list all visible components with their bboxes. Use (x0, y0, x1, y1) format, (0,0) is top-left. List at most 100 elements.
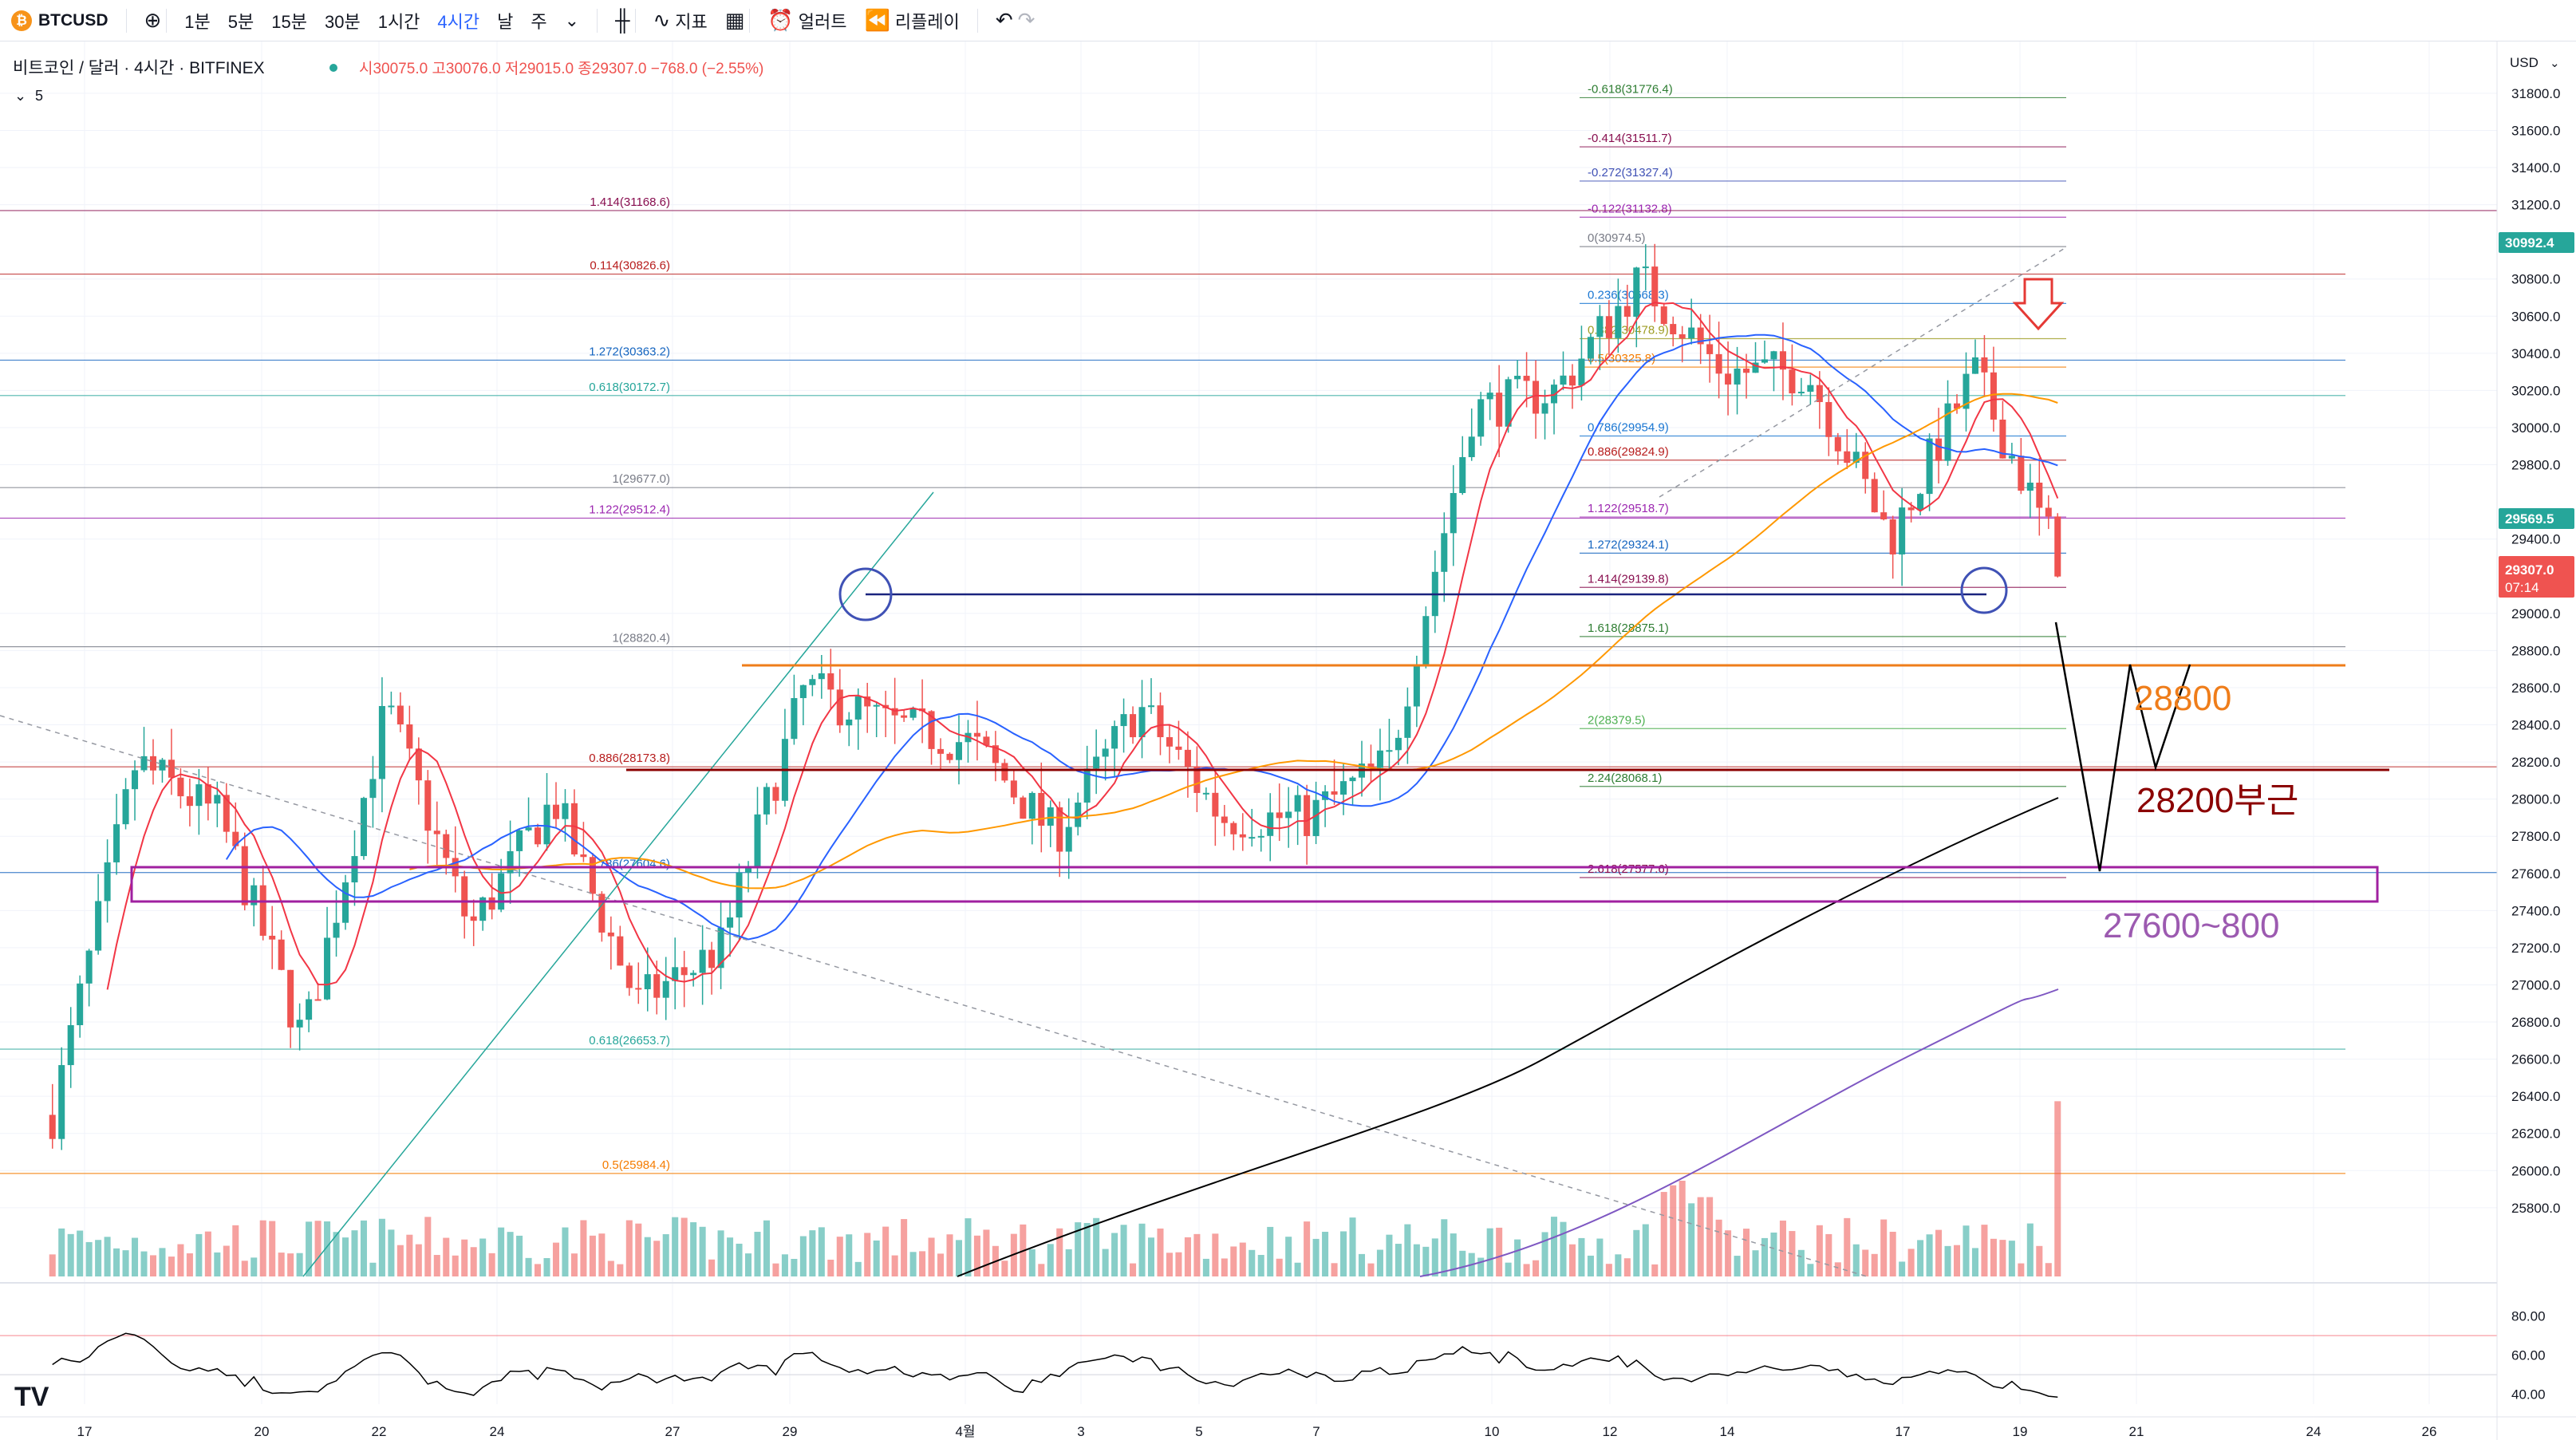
candle-body (846, 719, 853, 726)
volume-bar (1605, 1264, 1612, 1276)
candle-body (1623, 306, 1631, 318)
interval-1w[interactable]: 주 (531, 11, 547, 32)
top-toolbar: ₿ BTCUSD ⊕ 1분 5분 15분 30분 1시간 4시간 날 주 ⌄ ╫… (0, 0, 2576, 41)
time-label: 27 (665, 1424, 680, 1439)
candle-body (1852, 452, 1860, 464)
candles-icon[interactable]: ╫ (615, 8, 630, 32)
candle-body (937, 748, 945, 754)
axis-currency[interactable]: USD (2510, 55, 2539, 70)
candle-body (1917, 494, 1924, 511)
volume-bar (928, 1237, 935, 1276)
interval-4h[interactable]: 4시간 (437, 11, 480, 32)
candle-body (973, 732, 980, 737)
candle-body (1212, 792, 1219, 817)
candle-body (1578, 358, 1585, 386)
fib-level-label: 2.24(28068.1) (1588, 771, 1662, 785)
plus-circle-icon[interactable]: ⊕ (144, 8, 162, 32)
bitcoin-logo-icon: ₿ (11, 10, 32, 31)
legend-indicator-count[interactable]: 5 (35, 88, 43, 104)
candle-body (1267, 812, 1274, 836)
price-label: 26600.0 (2511, 1052, 2560, 1067)
volume-bar (1917, 1240, 1924, 1276)
candle-body (1285, 811, 1292, 819)
time-label: 4월 (955, 1424, 975, 1439)
candle-body (543, 804, 550, 845)
volume-bar (1715, 1219, 1722, 1276)
price-label: 26200.0 (2511, 1126, 2560, 1142)
volume-bar (1486, 1228, 1493, 1276)
volume-bar (1871, 1253, 1878, 1276)
candle-body (763, 787, 770, 815)
volume-bar (1623, 1258, 1631, 1276)
volume-bar (122, 1250, 129, 1276)
indicators-button[interactable]: ∿ 지표 (653, 8, 708, 34)
candle-body (132, 770, 139, 790)
volume-bar (1852, 1244, 1860, 1276)
volume-bar (85, 1241, 93, 1276)
interval-1d[interactable]: 날 (497, 11, 514, 32)
volume-bar (1889, 1232, 1896, 1276)
undo-icon[interactable]: ↶ (995, 8, 1013, 32)
volume-bar (1560, 1221, 1567, 1276)
volume-bar (1340, 1231, 1347, 1276)
candle-body (1312, 799, 1320, 836)
chevron-down-icon[interactable]: ⌄ (564, 10, 580, 30)
volume-bar (854, 1261, 862, 1276)
legend-chevron-icon[interactable]: ⌄ (14, 88, 26, 104)
toolbar-divider (166, 8, 168, 33)
alert-button[interactable]: ⏰ 얼러트 (767, 8, 846, 34)
price-chart[interactable]: -0.618(31776.4) -0.414(31511.7) -0.272(313… (0, 41, 2576, 1440)
interval-5m[interactable]: 5분 (227, 11, 254, 32)
candle-body (1376, 750, 1383, 768)
symbol-search[interactable]: ₿ BTCUSD (11, 10, 108, 31)
volume-bar (1276, 1258, 1283, 1276)
redo-icon[interactable]: ↷ (1017, 8, 1036, 32)
volume-bar (754, 1232, 761, 1276)
volume-bar (1926, 1234, 1933, 1276)
candle-body (1202, 792, 1209, 795)
time-label: 17 (1896, 1424, 1911, 1439)
candle-body (1688, 327, 1695, 339)
candle-body (2008, 456, 2015, 459)
circle-marker (1960, 566, 2008, 614)
interval-30m[interactable]: 30분 (324, 11, 361, 32)
fib-level-label: 2(28379.5) (1588, 713, 1646, 727)
volume-bar (625, 1220, 633, 1276)
volume-bar (983, 1229, 990, 1276)
candle-body (1075, 803, 1082, 827)
volume-bar (49, 1254, 56, 1276)
volume-bar (744, 1253, 752, 1276)
volume-bar (296, 1253, 303, 1276)
candle-body (1679, 334, 1686, 339)
interval-15m[interactable]: 15분 (271, 11, 307, 32)
volume-bar (1083, 1222, 1091, 1276)
volume-bar (1331, 1263, 1338, 1276)
volume-bar (1285, 1237, 1292, 1276)
candle-body (1651, 266, 1659, 307)
axis-currency-chevron-icon[interactable]: ⌄ (2550, 57, 2560, 70)
replay-label: 리플레이 (894, 11, 960, 32)
fib-level-label: -0.272(31327.4) (1588, 166, 1673, 180)
volume-bar (1550, 1217, 1558, 1276)
candle-body (1990, 372, 1997, 420)
volume-bar (1267, 1226, 1274, 1276)
volume-bar (195, 1233, 203, 1276)
candle-body (589, 857, 596, 894)
candle-body (1514, 376, 1521, 380)
interval-1h[interactable]: 1시간 (377, 11, 420, 32)
legend-ohlc: 시30075.0 고30076.0 저29015.0 종29307.0 −768… (359, 60, 763, 77)
volume-bar (443, 1237, 450, 1276)
templates-icon[interactable]: ▦ (724, 8, 745, 32)
candle-body (1907, 507, 1915, 511)
replay-button[interactable]: ⏪ 리플레이 (864, 8, 959, 34)
candle-body (104, 862, 111, 901)
candle-body (378, 705, 385, 779)
fib-level-label: 0.886(28173.8) (589, 752, 670, 765)
ma-line-black (957, 797, 2059, 1277)
price-label: 28400.0 (2511, 718, 2560, 733)
interval-1m[interactable]: 1분 (184, 11, 211, 32)
zone-rectangle (130, 866, 2379, 903)
candle-body (360, 798, 367, 857)
arrow-down-icon (2012, 278, 2065, 331)
candle-body (1963, 373, 1970, 409)
